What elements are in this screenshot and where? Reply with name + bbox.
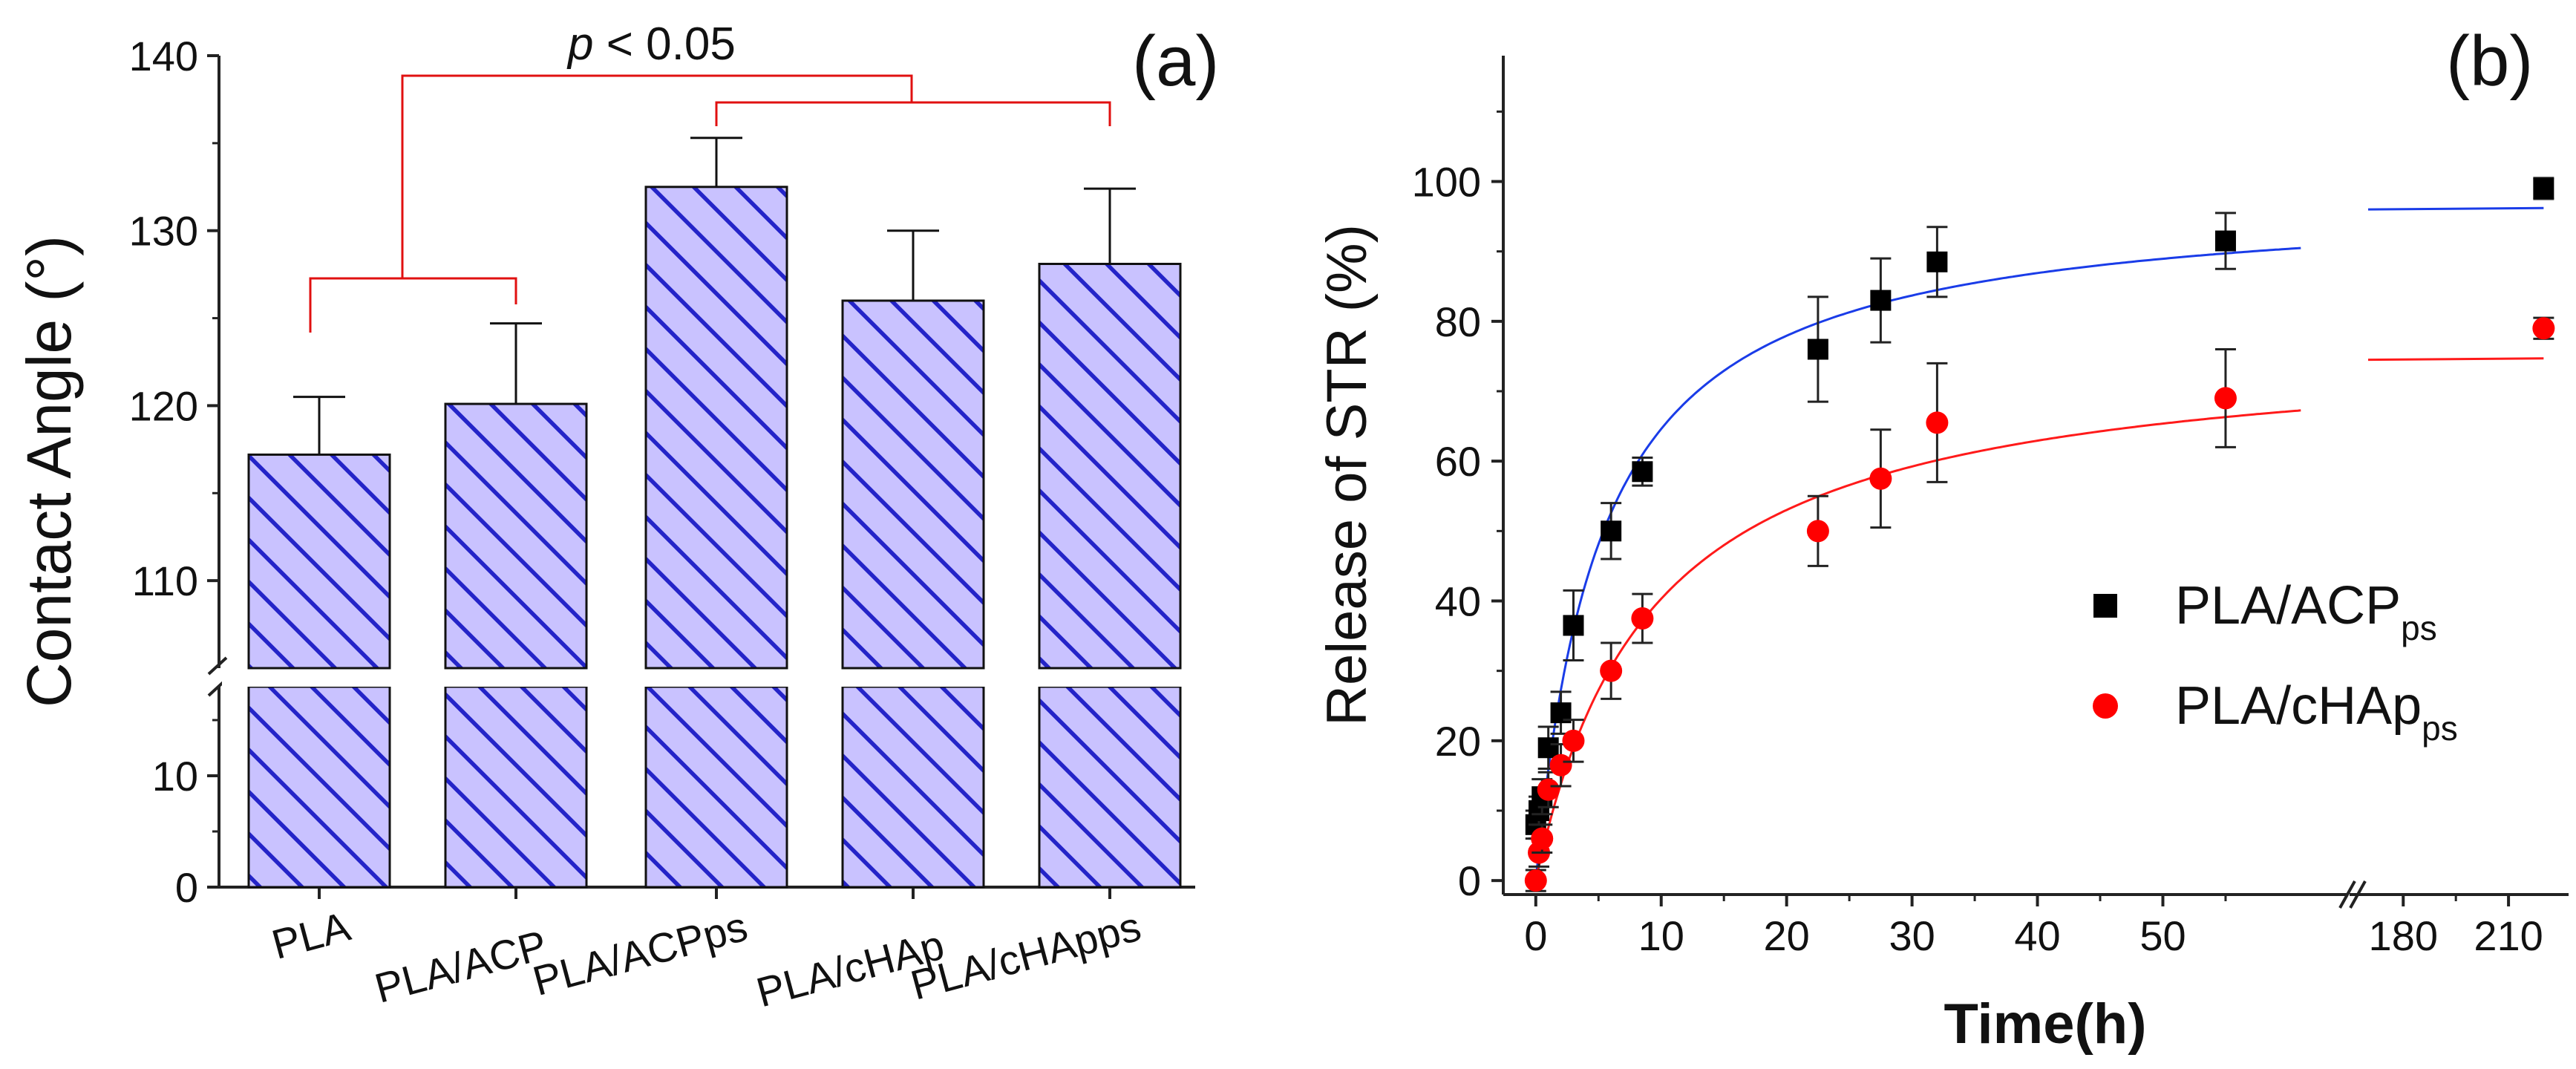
y-tick-label: 100 xyxy=(1412,159,1481,206)
axis-break-mark xyxy=(2349,880,2367,909)
significance-p: p xyxy=(566,19,593,70)
data-point xyxy=(1531,827,1554,850)
data-point xyxy=(1563,615,1584,636)
legend-label: PLA/cHApps xyxy=(2175,676,2458,748)
fit-curve-tail xyxy=(2367,357,2544,362)
x-tick-label: PLA xyxy=(267,903,356,968)
bar-upper xyxy=(644,186,788,670)
bar-upper xyxy=(841,299,985,670)
data-point xyxy=(1807,339,1828,360)
axis-break-mark xyxy=(2338,880,2356,909)
y-tick-label: 0 xyxy=(175,864,198,911)
panel-a: (a) Contact Angle (°) 0 10 110 120 130 140 PLA… xyxy=(14,19,1219,1016)
y-tick-label: 120 xyxy=(129,382,198,429)
data-point xyxy=(1631,607,1654,630)
bar-lower xyxy=(644,685,788,889)
axis-break-band xyxy=(222,672,1202,687)
legend-label: PLA/ACPps xyxy=(2175,576,2437,647)
x-tick-label: 210 xyxy=(2474,912,2543,959)
x-tick-label: PLA/ACP xyxy=(370,921,552,1012)
data-point xyxy=(2214,230,2236,252)
x-tick-label: PLA/ACPps xyxy=(528,903,752,1004)
bar-lower xyxy=(1038,685,1182,889)
bar-upper xyxy=(247,453,391,670)
data-point xyxy=(1806,520,1829,543)
data-point xyxy=(2533,177,2554,199)
panel-b-fit-curves xyxy=(1534,206,2544,881)
panel-a-significance xyxy=(309,74,1111,333)
x-tick-label: 0 xyxy=(1524,912,1547,959)
x-tick-label: 30 xyxy=(1889,912,1935,959)
bar-lower xyxy=(444,685,588,889)
fit-curve xyxy=(1534,246,2301,881)
panel-a-ylabel: Contact Angle (°) xyxy=(14,235,84,707)
panel-b-label: (b) xyxy=(2446,22,2533,101)
data-point xyxy=(1600,659,1623,682)
y-tick-label: 130 xyxy=(129,208,198,255)
y-tick-label: 0 xyxy=(1458,857,1481,904)
legend-label-subscript: ps xyxy=(2401,609,2437,647)
data-point xyxy=(2532,317,2555,340)
x-tick-label: 50 xyxy=(2139,912,2186,959)
y-tick-label: 80 xyxy=(1435,298,1481,345)
data-point xyxy=(1926,411,1949,434)
x-tick-label: 40 xyxy=(2014,912,2060,959)
panel-a-label: (a) xyxy=(1132,22,1219,101)
legend-marker xyxy=(2093,693,2118,719)
y-tick-label: 110 xyxy=(132,558,198,604)
data-point xyxy=(1869,467,1892,490)
data-point xyxy=(1562,729,1585,752)
x-tick-label: 20 xyxy=(1764,912,1810,959)
panel-b-axes: 0 20 40 60 80 100 0 10 20 30 40 50 180 210 xyxy=(1412,56,2569,959)
data-point xyxy=(1601,520,1622,542)
axis-break-mark xyxy=(207,656,228,676)
bracket-overall xyxy=(401,74,913,278)
panel-b-points xyxy=(1524,177,2555,892)
bracket-group-2 xyxy=(715,101,1111,126)
bar-lower xyxy=(247,685,391,889)
fit-curve xyxy=(1534,409,2301,881)
bar-upper xyxy=(1038,263,1182,670)
y-tick-label: 20 xyxy=(1435,718,1481,765)
panel-b-xlabel: Time(h) xyxy=(1944,993,2146,1056)
y-tick-label: 60 xyxy=(1435,438,1481,485)
significance-threshold: < 0.05 xyxy=(593,19,735,70)
data-point xyxy=(1549,753,1572,777)
panel-a-bars xyxy=(222,137,1202,889)
x-tick-label: 10 xyxy=(1638,912,1684,959)
data-point xyxy=(1537,737,1559,759)
y-tick-label: 40 xyxy=(1435,578,1481,625)
x-tick-label: PLA/cHApps xyxy=(906,903,1145,1009)
panel-b: (b) Release of STR (%) Time(h) 0 20 40 60 80… xyxy=(1315,22,2569,1056)
bar-upper xyxy=(444,402,588,670)
significance-label: p < 0.05 xyxy=(566,19,736,70)
data-point xyxy=(1632,461,1653,483)
bar-lower xyxy=(841,685,985,889)
data-point xyxy=(2214,387,2237,410)
data-point xyxy=(1870,290,1892,311)
fit-curve-tail xyxy=(2367,206,2544,211)
data-point xyxy=(1524,869,1547,892)
legend-label-subscript: ps xyxy=(2422,709,2458,748)
panel-b-ylabel: Release of STR (%) xyxy=(1315,224,1379,726)
legend-label-name: PLA/cHAp xyxy=(2175,676,2422,736)
data-point xyxy=(1926,251,1948,272)
legend-marker xyxy=(2093,594,2117,618)
bracket-group-1 xyxy=(309,277,517,333)
y-tick-label: 140 xyxy=(129,33,198,79)
x-tick-label: 180 xyxy=(2369,912,2438,959)
data-point xyxy=(1537,778,1560,801)
y-tick-label: 10 xyxy=(152,753,198,800)
legend-label-name: PLA/ACP xyxy=(2175,576,2401,635)
